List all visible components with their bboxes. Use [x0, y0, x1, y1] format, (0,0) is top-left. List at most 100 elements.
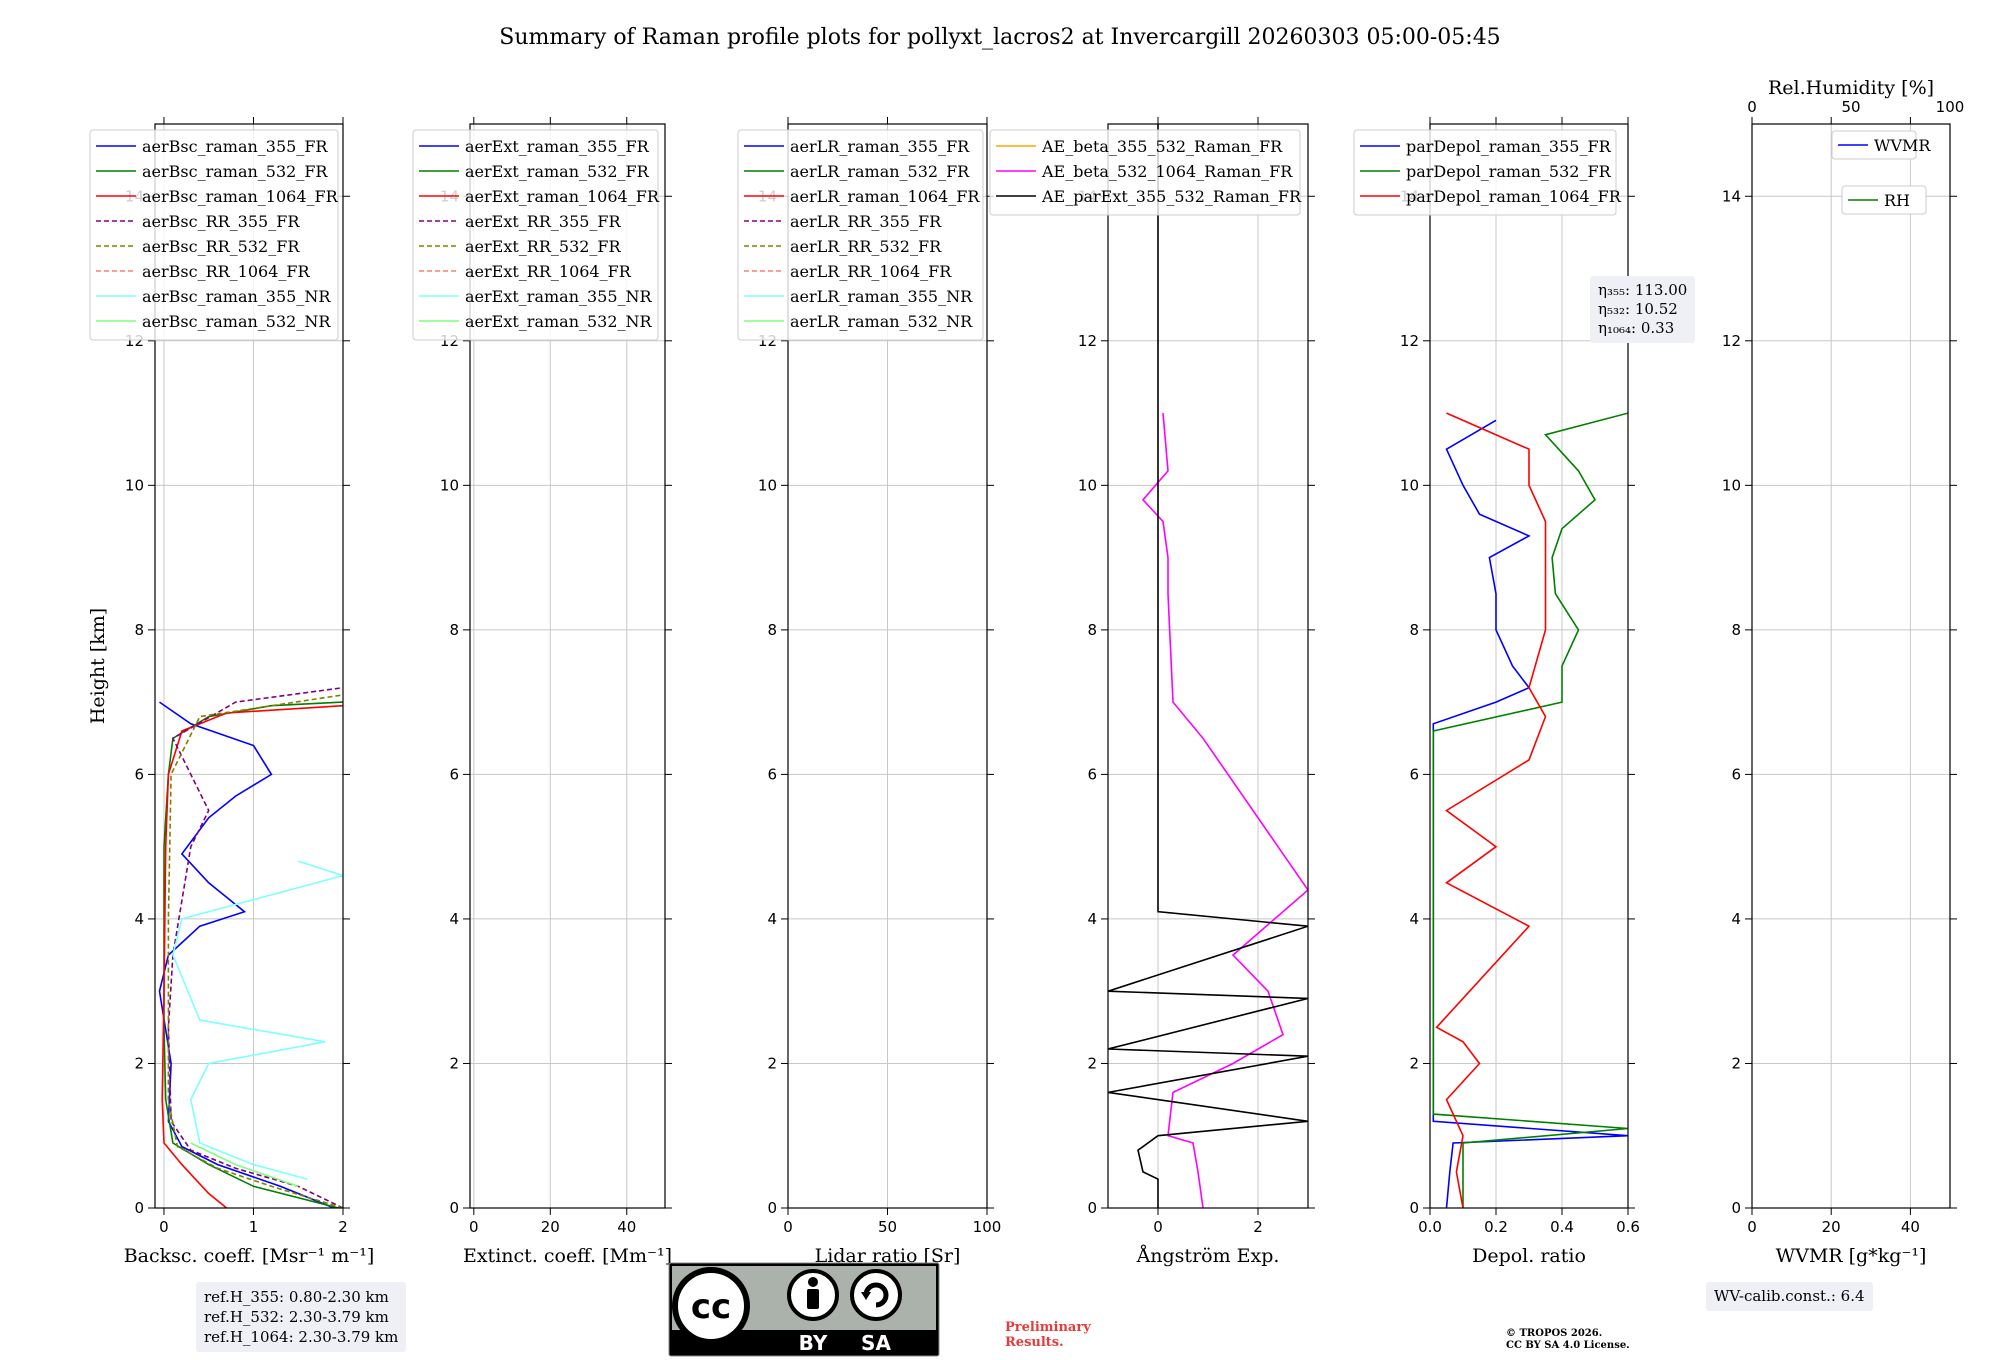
y-tick-label: 6 — [449, 765, 459, 783]
legend-label-aerBsc_raman_532_NR: aerBsc_raman_532_NR — [142, 312, 331, 331]
legend-label-aerBsc_raman_1064_FR: aerBsc_raman_1064_FR — [142, 187, 339, 206]
y-tick-label: 4 — [1731, 910, 1741, 928]
legend-frame — [1841, 185, 1927, 215]
y-tick-label: 2 — [1087, 1054, 1097, 1072]
legend-label-aerExt_RR_355_FR: aerExt_RR_355_FR — [465, 212, 622, 231]
x-axis-label: Lidar ratio [Sr] — [815, 1245, 961, 1267]
x-tick-label: 0 — [159, 1218, 169, 1236]
legend-frame — [89, 129, 339, 341]
y-tick-label: 6 — [134, 765, 144, 783]
legend-label-parDepol_raman_355_FR: parDepol_raman_355_FR — [1406, 137, 1612, 156]
legend-label-AE_parExt_355_532_Raman_FR: AE_parExt_355_532_Raman_FR — [1041, 187, 1302, 206]
series-group — [1432, 412, 1628, 1208]
top-x-tick-label: 100 — [1936, 98, 1965, 116]
legend-label-aerLR_RR_1064_FR: aerLR_RR_1064_FR — [790, 262, 952, 281]
y-tick-label: 4 — [449, 910, 459, 928]
y-tick-label: 0 — [767, 1199, 777, 1217]
x-tick-label: 0.6 — [1616, 1218, 1640, 1236]
axes-frame — [1751, 123, 1951, 1209]
x-tick-label: 0.0 — [1418, 1218, 1442, 1236]
legend-angstrom: AE_beta_355_532_Raman_FR AE_beta_532_1064… — [989, 129, 1302, 216]
y-tick-label: 0 — [449, 1199, 459, 1217]
preliminary-line-1: Preliminary — [1005, 1320, 1091, 1335]
x-tick-label: 2 — [338, 1218, 348, 1236]
y-tick-label: 8 — [767, 621, 777, 639]
legend-depolarization: parDepol_raman_355_FR parDepol_raman_532_… — [1353, 129, 1622, 216]
legend-label-aerLR_raman_355_FR: aerLR_raman_355_FR — [790, 137, 970, 156]
y-tick-label: 0 — [134, 1199, 144, 1217]
sa-share-icon — [850, 1269, 902, 1321]
preliminary-note: Preliminary Results. — [1005, 1320, 1091, 1350]
y-tick-label: 10 — [1400, 476, 1419, 494]
x-tick-label: 0.4 — [1550, 1218, 1574, 1236]
y-tick-label: 2 — [767, 1054, 777, 1072]
legend-label-aerLR_raman_532_NR: aerLR_raman_532_NR — [790, 312, 973, 331]
top-x-tick-label: 50 — [1841, 98, 1860, 116]
legend-label-AE_beta_532_1064_Raman_FR: AE_beta_532_1064_Raman_FR — [1041, 162, 1293, 181]
legend-label-aerLR_raman_532_FR: aerLR_raman_532_FR — [790, 162, 970, 181]
y-tick-label: 10 — [1722, 476, 1741, 494]
y-tick-label: 8 — [1731, 621, 1741, 639]
legend-label-aerLR_raman_355_NR: aerLR_raman_355_NR — [790, 287, 973, 306]
legend-label-aerBsc_RR_355_FR: aerBsc_RR_355_FR — [142, 212, 300, 231]
legend-label-aerBsc_raman_355_NR: aerBsc_raman_355_NR — [142, 287, 331, 306]
y-tick-label: 0 — [1731, 1199, 1741, 1217]
legend-frame — [1831, 130, 1917, 160]
y-tick-label: 10 — [440, 476, 459, 494]
legend-label-aerLR_RR_532_FR: aerLR_RR_532_FR — [790, 237, 942, 256]
cc-circle-icon — [672, 1267, 750, 1345]
ref-heights-box: ref.H_355: 0.80-2.30 km ref.H_532: 2.30-… — [196, 1282, 407, 1352]
x-tick-label: 0 — [1153, 1218, 1163, 1236]
panel-angstrom: 0246810121402Ångström Exp. — [1078, 117, 1315, 1267]
x-tick-label: 0 — [469, 1218, 479, 1236]
sa-share-arrow — [861, 1292, 871, 1300]
y-tick-label: 0 — [1409, 1199, 1419, 1217]
legend-label-RH: RH — [1884, 191, 1910, 210]
legend-label-aerExt_raman_355_NR: aerExt_raman_355_NR — [465, 287, 653, 306]
x-tick-label: 20 — [1822, 1218, 1841, 1236]
x-tick-label: 50 — [878, 1218, 897, 1236]
copyright-line-1: © TROPOS 2026. — [1506, 1328, 1603, 1339]
badge-sa-label: SA — [861, 1331, 891, 1355]
badge-by-label: BY — [799, 1331, 828, 1355]
cc-by-sa-badge-icon: cc BY SA — [668, 1262, 940, 1357]
y-tick-label: 8 — [449, 621, 459, 639]
y-tick-label: 2 — [134, 1054, 144, 1072]
sa-share-arc — [863, 1282, 889, 1308]
ref-h-355: ref.H_355: 0.80-2.30 km — [204, 1288, 389, 1306]
axes-frame — [154, 123, 344, 1209]
legend-frame — [989, 129, 1301, 216]
series-line-aerBsc_raman_355_NR — [172, 860, 343, 1180]
legend-label-aerBsc_RR_532_FR: aerBsc_RR_532_FR — [142, 237, 300, 256]
x-tick-label: 0 — [1747, 1218, 1757, 1236]
axes-frame — [469, 123, 666, 1209]
wv-calib-box: WV-calib.const.: 6.4 — [1706, 1282, 1873, 1311]
legend-frame — [737, 129, 984, 341]
y-tick-label: 2 — [449, 1054, 459, 1072]
legend-label-WVMR: WVMR — [1874, 136, 1931, 155]
y-tick-label: 6 — [1087, 765, 1097, 783]
eta-355: η₃₅₅: 113.00 — [1598, 281, 1688, 299]
legend-label-aerBsc_RR_1064_FR: aerBsc_RR_1064_FR — [142, 262, 311, 281]
series-line-aerBsc_RR_532_FR — [167, 694, 343, 1208]
eta-box: η₃₅₅: 113.00 η₅₃₂: 10.52 η₁₀₆₄: 0.33 — [1590, 276, 1696, 343]
y-tick-label: 8 — [1409, 621, 1419, 639]
cc-glyph: cc — [691, 1287, 731, 1327]
series-line-parDepol_raman_355_FR — [1432, 419, 1628, 1208]
legend-label-AE_beta_355_532_Raman_FR: AE_beta_355_532_Raman_FR — [1041, 137, 1283, 156]
legend-label-aerExt_raman_532_FR: aerExt_raman_532_FR — [465, 162, 650, 181]
y-tick-label: 10 — [758, 476, 777, 494]
legend-RH: RH — [1841, 185, 1927, 215]
x-tick-label: 2 — [1253, 1218, 1263, 1236]
preliminary-line-2: Results. — [1005, 1335, 1064, 1350]
legend-label-aerLR_RR_355_FR: aerLR_RR_355_FR — [790, 212, 942, 231]
y-tick-label: 6 — [1409, 765, 1419, 783]
panel-wvmr_rh: 0 2 4 6 8 10 12 14 0 20 40 WVMR [g*kg⁻¹] 0 50 100Rel.H… — [1722, 77, 1964, 1267]
y-tick-label: 12 — [1078, 332, 1097, 350]
legend-label-aerBsc_raman_355_FR: aerBsc_raman_355_FR — [142, 137, 328, 156]
axes-frame — [1429, 123, 1629, 1209]
legend-label-aerExt_raman_1064_FR: aerExt_raman_1064_FR — [465, 187, 660, 206]
legend-label-parDepol_raman_1064_FR: parDepol_raman_1064_FR — [1406, 187, 1622, 206]
legend-WVMR: WVMR — [1831, 130, 1931, 160]
axes-frame — [1107, 123, 1309, 1209]
